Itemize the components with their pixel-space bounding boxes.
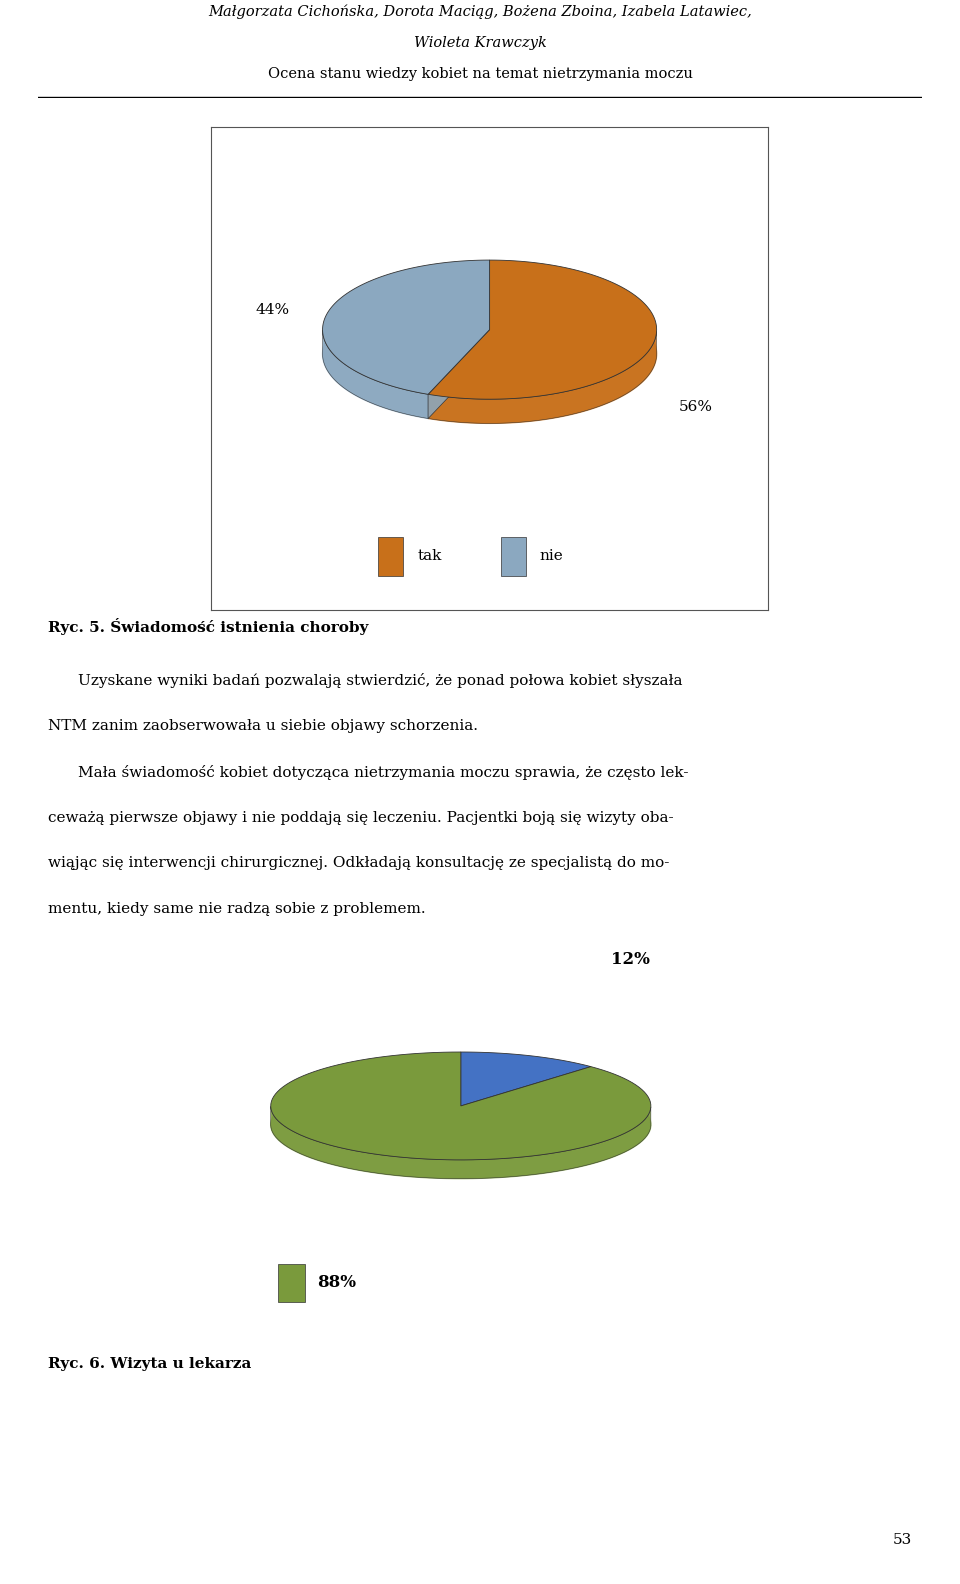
Text: Mała świadomość kobiet dotycząca nietrzymania moczu sprawia, że często lek-: Mała świadomość kobiet dotycząca nietrzy…	[79, 765, 688, 779]
Text: 12%: 12%	[611, 950, 649, 968]
Text: wiąjąc się interwencji chirurgicznej. Odkładają konsultację ze specjalistą do mo: wiąjąc się interwencji chirurgicznej. Od…	[48, 857, 669, 870]
Text: 88%: 88%	[317, 1274, 356, 1291]
Polygon shape	[428, 329, 490, 418]
Polygon shape	[323, 329, 428, 418]
Text: Ryc. 6. Wizyta u lekarza: Ryc. 6. Wizyta u lekarza	[48, 1357, 252, 1372]
Text: 53: 53	[893, 1533, 912, 1548]
Polygon shape	[271, 1071, 651, 1178]
FancyBboxPatch shape	[278, 1264, 304, 1302]
Text: Ryc. 5. Świadomość istnienia choroby: Ryc. 5. Świadomość istnienia choroby	[48, 618, 369, 635]
Text: 56%: 56%	[679, 399, 713, 413]
Polygon shape	[428, 260, 657, 399]
FancyBboxPatch shape	[501, 537, 526, 577]
Polygon shape	[428, 331, 657, 423]
Text: NTM zanim zaobserwowała u siebie objawy schorzenia.: NTM zanim zaobserwowała u siebie objawy …	[48, 719, 478, 733]
Text: Uzyskane wyniki badań pozwalają stwierdzić, że ponad połowa kobiet słyszała: Uzyskane wyniki badań pozwalają stwierdz…	[79, 673, 683, 689]
Polygon shape	[428, 329, 490, 418]
Polygon shape	[271, 1107, 651, 1178]
Polygon shape	[271, 1052, 651, 1159]
Text: nie: nie	[540, 550, 564, 564]
Text: Wioleta Krawczyk: Wioleta Krawczyk	[414, 36, 546, 51]
Text: ceważą pierwsze objawy i nie poddają się leczeniu. Pacjentki boją się wizyty oba: ceważą pierwsze objawy i nie poddają się…	[48, 811, 674, 825]
Polygon shape	[323, 260, 490, 394]
FancyBboxPatch shape	[378, 537, 403, 577]
Text: mentu, kiedy same nie radzą sobie z problemem.: mentu, kiedy same nie radzą sobie z prob…	[48, 901, 425, 916]
Polygon shape	[323, 284, 490, 418]
Text: Małgorzata Cichońska, Dorota Maciąg, Bożena Zboina, Izabela Latawiec,: Małgorzata Cichońska, Dorota Maciąg, Boż…	[208, 5, 752, 19]
Text: Ocena stanu wiedzy kobiet na temat nietrzymania moczu: Ocena stanu wiedzy kobiet na temat nietr…	[268, 68, 692, 81]
Polygon shape	[428, 284, 657, 423]
Text: 44%: 44%	[255, 303, 290, 317]
Text: tak: tak	[418, 550, 442, 564]
Polygon shape	[461, 1071, 591, 1125]
Polygon shape	[461, 1052, 591, 1106]
